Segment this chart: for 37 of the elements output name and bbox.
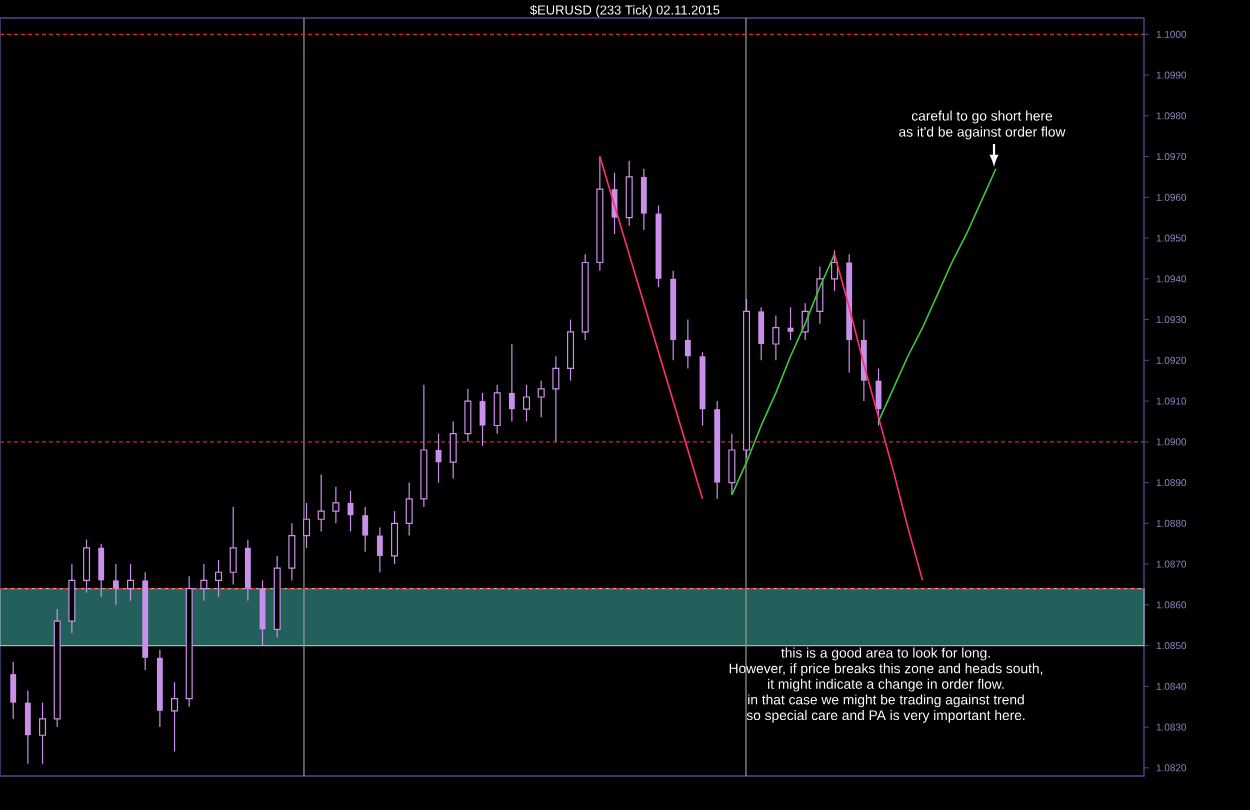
candlestick bbox=[566, 318, 575, 382]
candlestick bbox=[390, 510, 399, 565]
candlestick bbox=[24, 689, 31, 765]
candlestick bbox=[317, 473, 325, 533]
candlestick bbox=[362, 506, 369, 553]
candlestick bbox=[98, 543, 105, 598]
candlestick bbox=[552, 355, 560, 443]
candlestick bbox=[508, 343, 515, 423]
candlestick bbox=[640, 168, 647, 231]
candlestick bbox=[728, 433, 736, 496]
candlestick bbox=[244, 539, 251, 602]
candlestick bbox=[758, 306, 765, 361]
candlestick bbox=[522, 384, 531, 423]
candlestick bbox=[303, 502, 311, 549]
candlestick bbox=[68, 563, 76, 634]
candlestick bbox=[493, 384, 501, 435]
candlestick bbox=[449, 420, 457, 480]
candlestick bbox=[288, 522, 296, 581]
candlestick bbox=[10, 661, 17, 720]
candlestick bbox=[200, 563, 208, 602]
candlestick bbox=[112, 563, 119, 606]
candlestick bbox=[772, 314, 780, 361]
candlestick bbox=[376, 526, 383, 573]
candlestick bbox=[405, 481, 413, 537]
candlestick bbox=[127, 563, 135, 602]
candlestick bbox=[215, 559, 223, 598]
candlestick bbox=[537, 380, 545, 418]
candlestick bbox=[464, 388, 472, 443]
candlestick bbox=[625, 160, 633, 227]
candlestick bbox=[39, 702, 47, 765]
candlestick bbox=[83, 539, 91, 594]
candlestick bbox=[229, 506, 237, 586]
candlestick bbox=[171, 681, 179, 753]
candlestick bbox=[684, 318, 691, 370]
candlestick bbox=[332, 486, 340, 524]
line-series bbox=[833, 253, 924, 582]
line-series bbox=[731, 253, 836, 496]
